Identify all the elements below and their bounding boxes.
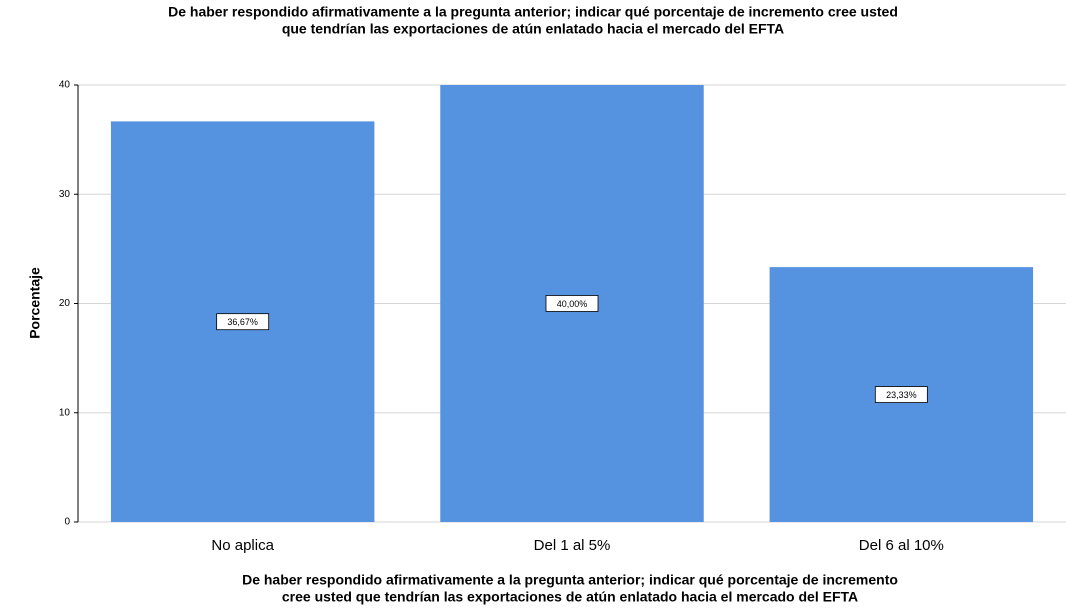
y-axis-label: Porcentaje bbox=[27, 267, 43, 339]
value-label-box bbox=[545, 295, 599, 312]
y-tick-label: 0 bbox=[64, 517, 70, 528]
x-axis-label: De haber respondido afirmativamente a la… bbox=[242, 572, 898, 588]
x-axis-label: cree usted que tendrían las exportacione… bbox=[282, 589, 858, 605]
value-label: 36,67% bbox=[227, 317, 258, 327]
value-label: 23,33% bbox=[886, 390, 917, 400]
x-tick-label: No aplica bbox=[211, 537, 274, 554]
y-tick-label: 30 bbox=[59, 189, 71, 200]
y-tick-label: 10 bbox=[59, 407, 71, 418]
value-label: 40,00% bbox=[557, 299, 588, 309]
y-tick-label: 20 bbox=[59, 298, 71, 309]
value-label-box bbox=[216, 313, 270, 331]
x-tick-label: Del 1 al 5% bbox=[534, 537, 611, 554]
y-tick-label: 40 bbox=[59, 80, 71, 91]
chart-title: que tendrían las exportaciones de atún e… bbox=[282, 21, 784, 37]
x-tick-label: Del 6 al 10% bbox=[859, 537, 944, 554]
chart-title: De haber respondido afirmativamente a la… bbox=[168, 4, 898, 20]
value-label-box bbox=[874, 386, 928, 403]
